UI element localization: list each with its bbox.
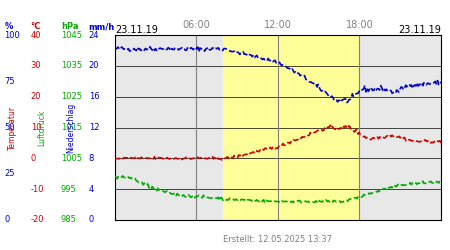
Text: 12: 12 [89, 123, 99, 132]
Bar [223, 35, 360, 220]
Text: 23.11.19: 23.11.19 [115, 25, 158, 35]
Text: 0: 0 [31, 154, 36, 163]
Text: 8: 8 [89, 154, 94, 163]
Text: 30: 30 [31, 61, 41, 70]
Text: Erstellt: 12.05.2025 13:37: Erstellt: 12.05.2025 13:37 [223, 235, 333, 244]
Text: 20: 20 [89, 61, 99, 70]
Text: 25: 25 [4, 169, 15, 178]
Text: 23.11.19: 23.11.19 [398, 25, 441, 35]
Text: 1035: 1035 [61, 61, 82, 70]
Text: 4: 4 [89, 185, 94, 194]
Text: 16: 16 [89, 92, 99, 101]
Text: -20: -20 [31, 216, 44, 224]
Text: 995: 995 [61, 185, 77, 194]
Text: °C: °C [31, 22, 41, 31]
Text: 100: 100 [4, 30, 20, 40]
Text: -10: -10 [31, 185, 44, 194]
Text: 1005: 1005 [61, 154, 82, 163]
Text: %: % [4, 22, 13, 31]
Text: Temperatur: Temperatur [8, 106, 17, 150]
Text: 0: 0 [89, 216, 94, 224]
Text: 985: 985 [61, 216, 77, 224]
Text: hPa: hPa [61, 22, 78, 31]
Text: 1015: 1015 [61, 123, 82, 132]
Text: Niederschlag: Niederschlag [67, 102, 76, 152]
Text: 20: 20 [31, 92, 41, 101]
Text: 50: 50 [4, 123, 15, 132]
Text: 40: 40 [31, 30, 41, 40]
Text: 75: 75 [4, 77, 15, 86]
Text: 24: 24 [89, 30, 99, 40]
Text: 1045: 1045 [61, 30, 82, 40]
Text: mm/h: mm/h [89, 22, 115, 31]
Text: 0: 0 [4, 216, 10, 224]
Text: 10: 10 [31, 123, 41, 132]
Text: Luftdruck: Luftdruck [37, 109, 46, 146]
Text: 1025: 1025 [61, 92, 82, 101]
